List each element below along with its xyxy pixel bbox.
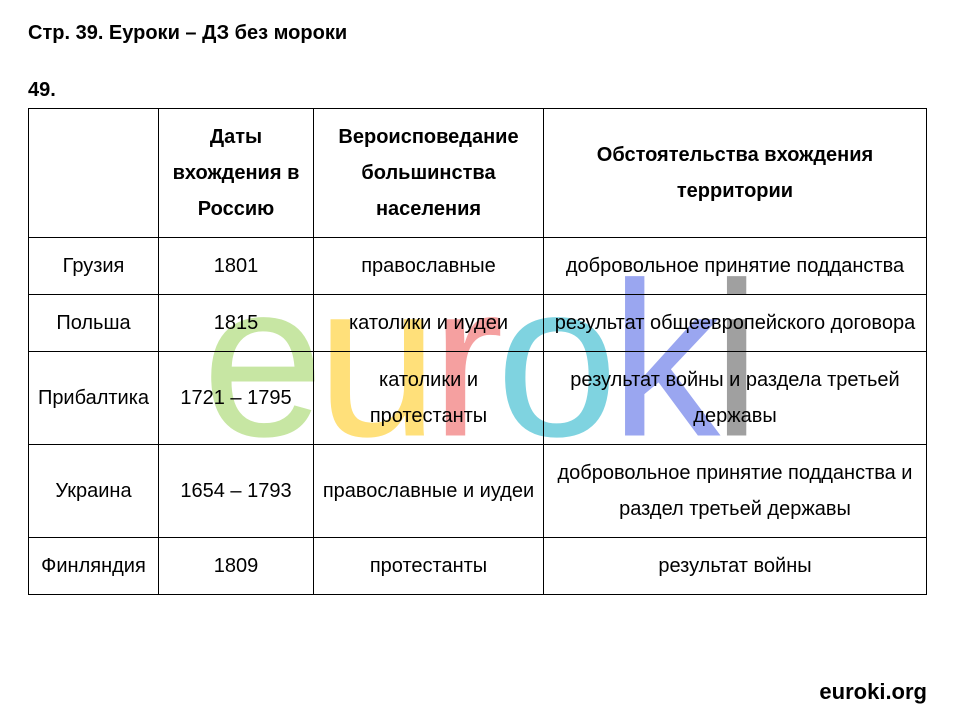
table-row: Грузия 1801 православные добровольное пр… bbox=[29, 238, 927, 295]
table-cell: Финляндия bbox=[29, 538, 159, 595]
table-cell: 1815 bbox=[159, 295, 314, 352]
table-header: Вероисповедание большинства населения bbox=[314, 109, 544, 238]
table-cell: Польша bbox=[29, 295, 159, 352]
table-cell: православные и иудеи bbox=[314, 445, 544, 538]
table-cell: 1654 – 1793 bbox=[159, 445, 314, 538]
table-header-row: Даты вхождения в Россию Вероисповедание … bbox=[29, 109, 927, 238]
page-title: Стр. 39. Еуроки – ДЗ без мороки bbox=[28, 22, 927, 45]
table-row: Прибалтика 1721 – 1795 католики и протес… bbox=[29, 352, 927, 445]
table-header: Даты вхождения в Россию bbox=[159, 109, 314, 238]
table-cell: 1809 bbox=[159, 538, 314, 595]
table-cell: Прибалтика bbox=[29, 352, 159, 445]
table-header: Обстоятельства вхождения территории bbox=[544, 109, 927, 238]
table-cell: результат войны bbox=[544, 538, 927, 595]
table-cell: католики и иудеи bbox=[314, 295, 544, 352]
table-cell: Грузия bbox=[29, 238, 159, 295]
table-row: Украина 1654 – 1793 православные и иудеи… bbox=[29, 445, 927, 538]
table-cell: 1721 – 1795 bbox=[159, 352, 314, 445]
table-cell: добровольное принятие подданства и разде… bbox=[544, 445, 927, 538]
table-row: Польша 1815 католики и иудеи результат о… bbox=[29, 295, 927, 352]
table-cell: результат войны и раздела третьей держав… bbox=[544, 352, 927, 445]
data-table: Даты вхождения в Россию Вероисповедание … bbox=[28, 108, 927, 595]
table-cell: добровольное принятие подданства bbox=[544, 238, 927, 295]
table-header bbox=[29, 109, 159, 238]
table-cell: 1801 bbox=[159, 238, 314, 295]
table-row: Финляндия 1809 протестанты результат вой… bbox=[29, 538, 927, 595]
task-number: 49. bbox=[28, 79, 927, 102]
table-cell: Украина bbox=[29, 445, 159, 538]
page-content: Стр. 39. Еуроки – ДЗ без мороки 49. Даты… bbox=[0, 0, 955, 607]
footer-link[interactable]: euroki.org bbox=[819, 679, 927, 705]
table-cell: результат общеевропейского договора bbox=[544, 295, 927, 352]
table-cell: протестанты bbox=[314, 538, 544, 595]
table-cell: католики и протестанты bbox=[314, 352, 544, 445]
table-cell: православные bbox=[314, 238, 544, 295]
